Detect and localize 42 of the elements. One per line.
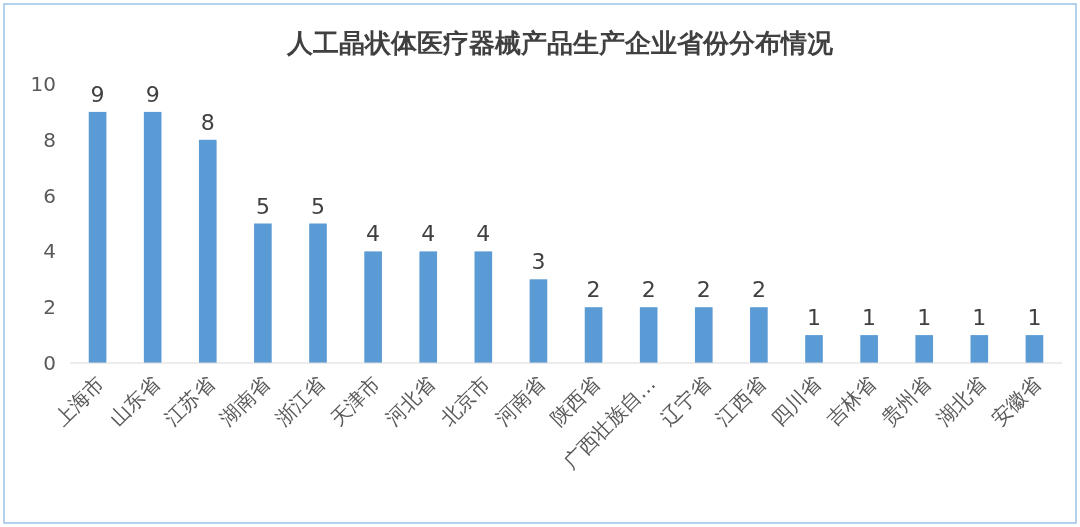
data-label: 9: [90, 81, 105, 107]
bar: [1025, 335, 1044, 363]
bar: [970, 335, 989, 363]
y-tick-label: 4: [43, 239, 56, 264]
data-label: 1: [917, 305, 932, 331]
bar: [198, 139, 217, 363]
bar: [143, 111, 162, 363]
bar: [529, 279, 548, 363]
data-label: 2: [586, 277, 601, 303]
y-tick-label: 2: [43, 295, 56, 320]
bar: [584, 307, 603, 363]
data-label: 4: [366, 221, 381, 247]
bar: [364, 251, 382, 363]
y-tick-label: 10: [30, 72, 56, 96]
chart-title: 人工晶状体医疗器械产品生产企业省份分布情况: [286, 28, 834, 58]
bar: [88, 111, 107, 363]
bar: [419, 251, 438, 363]
data-label: 2: [751, 277, 766, 303]
data-label: 3: [531, 249, 546, 275]
data-label: 5: [311, 193, 325, 219]
bar: [915, 335, 934, 363]
bar: [309, 223, 327, 363]
bar: [805, 335, 823, 363]
bar: [254, 223, 272, 363]
data-label: 4: [476, 221, 491, 247]
data-label: 4: [421, 221, 436, 247]
bar: [694, 307, 713, 363]
data-label: 1: [1027, 305, 1042, 331]
data-label: 9: [145, 81, 160, 107]
data-label: 1: [972, 305, 987, 331]
data-label: 2: [696, 277, 711, 303]
y-tick-label: 6: [43, 183, 56, 208]
data-label: 1: [862, 305, 877, 331]
data-label: 8: [200, 109, 215, 135]
data-label: 1: [807, 305, 821, 331]
y-tick-label: 8: [43, 127, 56, 152]
data-label: 2: [641, 277, 656, 303]
data-label: 5: [255, 193, 270, 219]
bar: [750, 307, 768, 363]
bar: [860, 335, 878, 363]
bar: [639, 307, 658, 363]
bar: [474, 251, 493, 363]
